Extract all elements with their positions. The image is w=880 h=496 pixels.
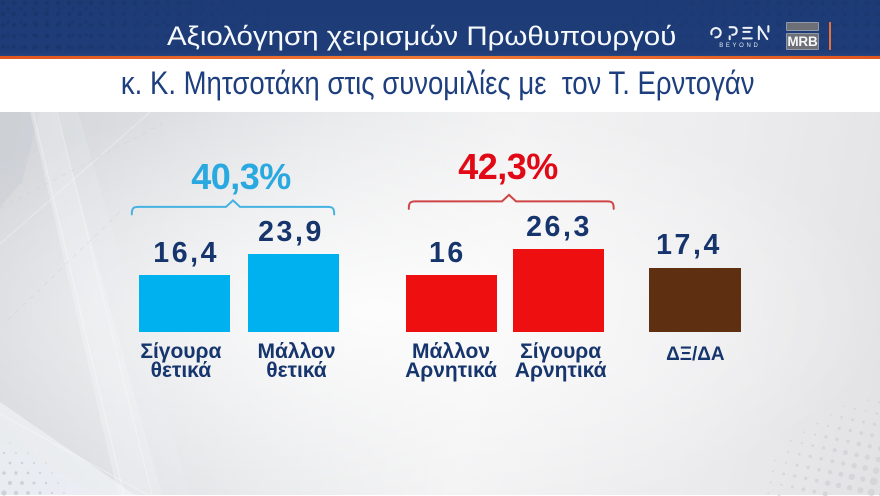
svg-text:BEYOND: BEYOND [719,43,760,49]
